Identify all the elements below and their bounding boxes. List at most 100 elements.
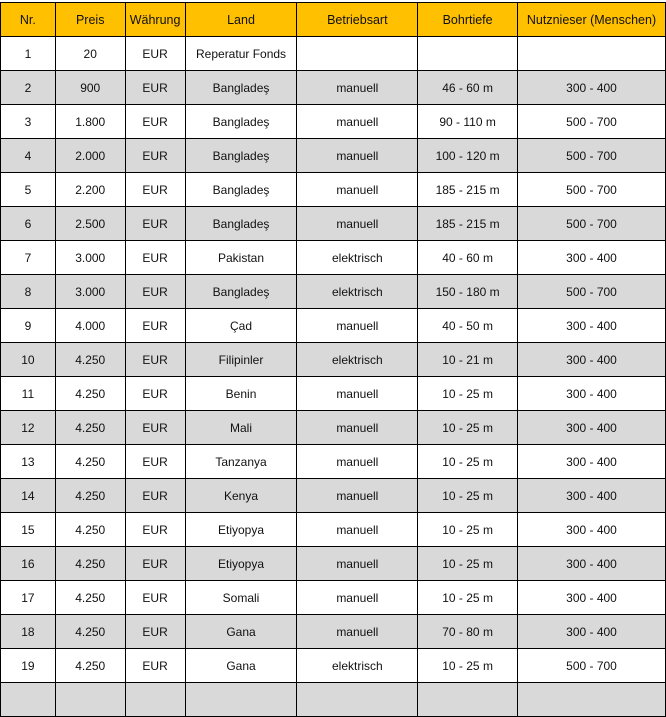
column-header-bohrtiefe[interactable]: Bohrtiefe [417, 2, 519, 37]
cell-preis[interactable]: 4.250 [54, 580, 126, 615]
cell-land[interactable]: Pakistan [184, 240, 298, 275]
cell-bohrtiefe[interactable]: 10 - 25 m [417, 376, 519, 411]
cell-nutznieser[interactable]: 300 - 400 [517, 580, 666, 615]
cell-nutznieser[interactable]: 500 - 700 [517, 648, 666, 683]
cell-waehrung[interactable]: EUR [124, 546, 186, 581]
cell-bohrtiefe[interactable]: 100 - 120 m [417, 138, 519, 173]
cell-betriebsart[interactable]: manuell [296, 444, 419, 479]
cell-preis[interactable]: 4.250 [54, 376, 126, 411]
cell-land[interactable]: Etiyopya [184, 512, 298, 547]
cell-bohrtiefe[interactable]: 90 - 110 m [417, 104, 519, 139]
cell-waehrung[interactable]: EUR [124, 512, 186, 547]
cell-betriebsart[interactable]: manuell [296, 308, 419, 343]
cell-waehrung[interactable]: EUR [124, 308, 186, 343]
cell-nr[interactable]: 9 [0, 308, 56, 343]
cell-land[interactable]: Gana [184, 614, 298, 649]
cell-nutznieser[interactable]: 300 - 400 [517, 70, 666, 105]
cell-nutznieser[interactable]: 300 - 400 [517, 614, 666, 649]
cell-nutznieser[interactable]: 300 - 400 [517, 240, 666, 275]
cell-waehrung[interactable]: EUR [124, 70, 186, 105]
cell-waehrung[interactable]: EUR [124, 104, 186, 139]
column-header-land[interactable]: Land [184, 2, 298, 37]
cell-nr[interactable]: 18 [0, 614, 56, 649]
cell-land[interactable]: Benin [184, 376, 298, 411]
cell-bohrtiefe[interactable]: 10 - 25 m [417, 580, 519, 615]
cell-bohrtiefe[interactable]: 10 - 25 m [417, 410, 519, 445]
cell-waehrung[interactable]: EUR [124, 478, 186, 513]
cell-land[interactable]: Bangladeş [184, 172, 298, 207]
cell-land[interactable]: Etiyopya [184, 546, 298, 581]
cell-preis[interactable]: 1.800 [54, 104, 126, 139]
cell-nutznieser[interactable] [517, 36, 666, 71]
cell-betriebsart[interactable]: elektrisch [296, 648, 419, 683]
cell-bohrtiefe[interactable]: 10 - 25 m [417, 478, 519, 513]
cell-waehrung[interactable]: EUR [124, 240, 186, 275]
cell-preis[interactable]: 4.250 [54, 478, 126, 513]
cell-betriebsart[interactable]: manuell [296, 376, 419, 411]
cell-waehrung[interactable]: EUR [124, 614, 186, 649]
cell-nutznieser[interactable]: 300 - 400 [517, 410, 666, 445]
cell-nutznieser[interactable]: 500 - 700 [517, 138, 666, 173]
cell-nutznieser[interactable]: 300 - 400 [517, 546, 666, 581]
cell-nr[interactable]: 15 [0, 512, 56, 547]
cell-nr[interactable]: 12 [0, 410, 56, 445]
cell-betriebsart[interactable]: manuell [296, 512, 419, 547]
cell-preis[interactable]: 4.250 [54, 410, 126, 445]
cell-nutznieser[interactable]: 500 - 700 [517, 206, 666, 241]
cell-preis[interactable]: 2.000 [54, 138, 126, 173]
cell-waehrung[interactable]: EUR [124, 444, 186, 479]
cell-betriebsart[interactable] [296, 36, 419, 71]
cell-bohrtiefe[interactable]: 10 - 25 m [417, 546, 519, 581]
cell-land[interactable]: Bangladeş [184, 138, 298, 173]
cell-bohrtiefe[interactable]: 150 - 180 m [417, 274, 519, 309]
cell-preis[interactable]: 4.250 [54, 342, 126, 377]
cell-preis[interactable]: 20 [54, 36, 126, 71]
cell-preis[interactable]: 4.250 [54, 546, 126, 581]
cell-nr[interactable]: 8 [0, 274, 56, 309]
cell-land[interactable]: Mali [184, 410, 298, 445]
cell-nutznieser[interactable]: 300 - 400 [517, 444, 666, 479]
column-header-preis[interactable]: Preis [54, 2, 126, 37]
cell-preis[interactable]: 3.000 [54, 240, 126, 275]
cell-betriebsart[interactable]: manuell [296, 478, 419, 513]
cell-preis[interactable]: 2.500 [54, 206, 126, 241]
cell-preis[interactable]: 2.200 [54, 172, 126, 207]
cell-betriebsart[interactable]: manuell [296, 206, 419, 241]
cell-preis[interactable]: 4.000 [54, 308, 126, 343]
cell-waehrung[interactable]: EUR [124, 172, 186, 207]
cell-bohrtiefe[interactable]: 70 - 80 m [417, 614, 519, 649]
cell-nr[interactable]: 3 [0, 104, 56, 139]
cell-waehrung[interactable]: EUR [124, 648, 186, 683]
cell-land[interactable]: Kenya [184, 478, 298, 513]
cell-nr[interactable]: 1 [0, 36, 56, 71]
cell-land[interactable]: Bangladeş [184, 206, 298, 241]
cell-nutznieser[interactable]: 500 - 700 [517, 104, 666, 139]
cell-land[interactable]: Reperatur Fonds [184, 36, 298, 71]
cell-nutznieser[interactable]: 300 - 400 [517, 478, 666, 513]
column-header-betriebsart[interactable]: Betriebsart [296, 2, 419, 37]
cell-land[interactable]: Çad [184, 308, 298, 343]
cell-nutznieser[interactable]: 300 - 400 [517, 376, 666, 411]
cell-betriebsart[interactable]: elektrisch [296, 274, 419, 309]
cell-waehrung[interactable]: EUR [124, 138, 186, 173]
cell-nutznieser[interactable]: 500 - 700 [517, 274, 666, 309]
cell-bohrtiefe[interactable]: 10 - 21 m [417, 342, 519, 377]
cell-nr[interactable]: 7 [0, 240, 56, 275]
cell-bohrtiefe[interactable] [417, 36, 519, 71]
cell-bohrtiefe[interactable]: 40 - 60 m [417, 240, 519, 275]
cell-land[interactable]: Somali [184, 580, 298, 615]
cell-preis[interactable]: 4.250 [54, 648, 126, 683]
cell-preis[interactable]: 4.250 [54, 614, 126, 649]
cell-waehrung[interactable]: EUR [124, 206, 186, 241]
cell-nr[interactable]: 11 [0, 376, 56, 411]
cell-betriebsart[interactable]: elektrisch [296, 342, 419, 377]
cell-betriebsart[interactable]: manuell [296, 410, 419, 445]
cell-waehrung[interactable]: EUR [124, 580, 186, 615]
cell-waehrung[interactable]: EUR [124, 376, 186, 411]
cell-preis[interactable]: 4.250 [54, 512, 126, 547]
cell-betriebsart[interactable]: manuell [296, 580, 419, 615]
column-header-nr[interactable]: Nr. [0, 2, 56, 37]
cell-betriebsart[interactable]: manuell [296, 614, 419, 649]
cell-bohrtiefe[interactable]: 185 - 215 m [417, 206, 519, 241]
cell-nr[interactable]: 17 [0, 580, 56, 615]
